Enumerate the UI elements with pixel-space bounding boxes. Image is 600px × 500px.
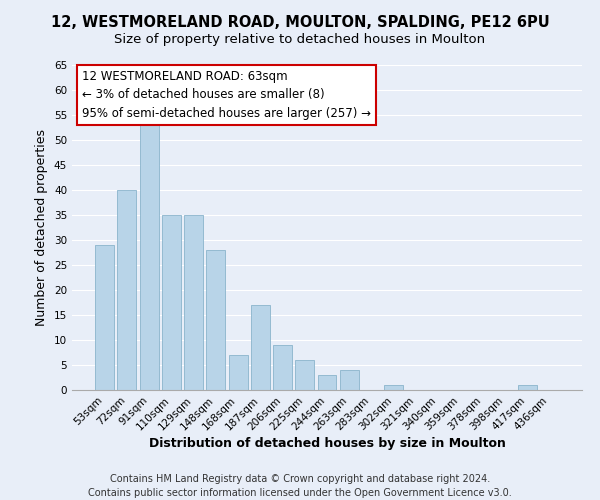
Bar xyxy=(95,245,114,390)
Bar xyxy=(340,370,359,390)
Bar xyxy=(295,360,314,390)
Y-axis label: Number of detached properties: Number of detached properties xyxy=(35,129,49,326)
Text: 12 WESTMORELAND ROAD: 63sqm
← 3% of detached houses are smaller (8)
95% of semi-: 12 WESTMORELAND ROAD: 63sqm ← 3% of deta… xyxy=(82,70,371,120)
X-axis label: Distribution of detached houses by size in Moulton: Distribution of detached houses by size … xyxy=(149,438,505,450)
Bar xyxy=(229,355,248,390)
Text: Size of property relative to detached houses in Moulton: Size of property relative to detached ho… xyxy=(115,32,485,46)
Bar xyxy=(384,385,403,390)
Text: 12, WESTMORELAND ROAD, MOULTON, SPALDING, PE12 6PU: 12, WESTMORELAND ROAD, MOULTON, SPALDING… xyxy=(50,15,550,30)
Bar xyxy=(162,215,181,390)
Bar xyxy=(140,120,158,390)
Bar xyxy=(317,375,337,390)
Bar xyxy=(251,305,270,390)
Bar xyxy=(206,250,225,390)
Text: Contains HM Land Registry data © Crown copyright and database right 2024.
Contai: Contains HM Land Registry data © Crown c… xyxy=(88,474,512,498)
Bar xyxy=(518,385,536,390)
Bar xyxy=(118,190,136,390)
Bar xyxy=(184,215,203,390)
Bar xyxy=(273,345,292,390)
